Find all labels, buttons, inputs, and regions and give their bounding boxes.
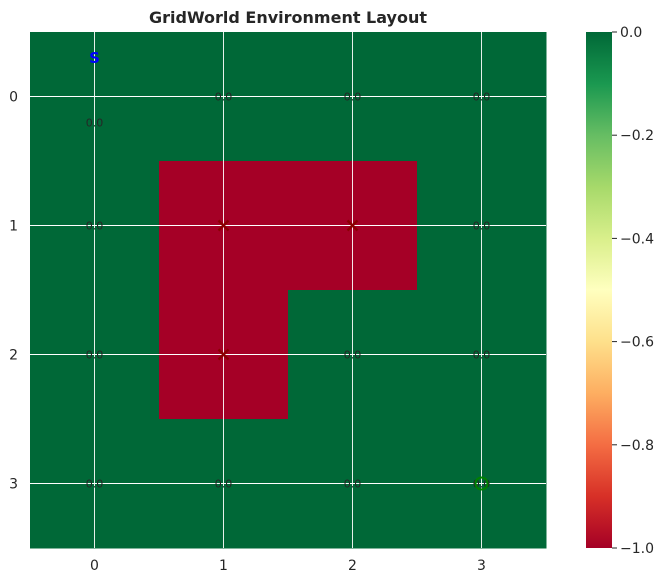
x-tick-label: 2	[348, 558, 357, 574]
heatmap-cells	[30, 32, 547, 549]
y-tick-label: 1	[9, 219, 18, 235]
x-tick-label: 1	[219, 558, 228, 574]
cell-value-label: 0.0	[473, 349, 491, 362]
x-tick-label: 0	[90, 558, 99, 574]
cell-value-label: 0.0	[86, 349, 104, 362]
cell-value-label: 0.0	[215, 478, 233, 491]
cell-value-label: 0.0	[86, 117, 104, 130]
obstacle-marker	[346, 219, 359, 232]
obstacle-marker-stroke	[346, 219, 359, 232]
colorbar-gradient	[586, 32, 612, 548]
y-tick-label: 3	[9, 477, 18, 493]
obstacle-marker-stroke	[217, 219, 230, 232]
y-axis-ticks: 0 1 2 3	[9, 90, 18, 493]
obstacle-marker	[217, 219, 230, 232]
cell-value-label: 0.0	[473, 220, 491, 233]
x-tick-label: 3	[477, 558, 486, 574]
cell-value-label: 0.0	[86, 220, 104, 233]
cell-value-label: 0.0	[344, 478, 362, 491]
x-axis-ticks: 0 1 2 3	[90, 558, 486, 574]
colorbar-tick-label: 0.0	[620, 25, 642, 41]
grid-lines	[30, 32, 546, 548]
colorbar-tick-label: −1.0	[620, 541, 654, 557]
colorbar-tick-label: −0.4	[620, 231, 654, 247]
start-marker: S	[89, 49, 100, 67]
cell-value-label: 0.0	[215, 91, 233, 104]
cell-value-label: 0.0	[473, 91, 491, 104]
obstacle-marker-stroke	[217, 348, 230, 361]
cell-value-label: 0.0	[86, 478, 104, 491]
colorbar-tick-label: −0.2	[620, 128, 654, 144]
goal-marker	[474, 476, 489, 491]
colorbar-tick-label: −0.6	[620, 335, 654, 351]
cell-value-label: 0.0	[344, 349, 362, 362]
colorbar: 0.0 −0.2 −0.4 −0.6 −0.8 −1.0	[586, 25, 654, 557]
cell-markers: S	[89, 49, 489, 491]
colorbar-tick-label: −0.8	[620, 438, 654, 454]
y-tick-label: 0	[9, 90, 18, 106]
obstacle-marker	[217, 348, 230, 361]
chart-title: GridWorld Environment Layout	[149, 8, 427, 27]
cell-value-label: 0.0	[344, 91, 362, 104]
y-tick-label: 2	[9, 348, 18, 364]
